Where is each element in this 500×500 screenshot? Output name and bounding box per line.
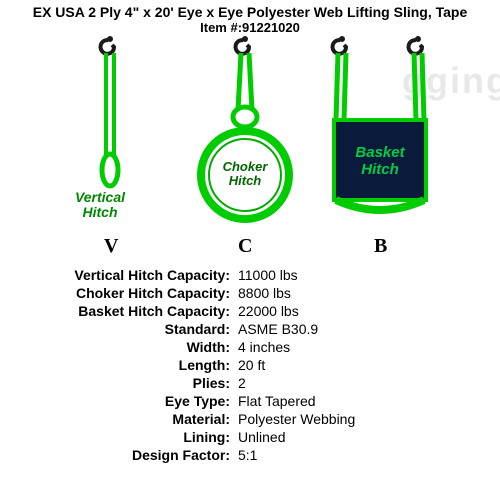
spec-label: Choker Hitch Capacity:	[20, 285, 238, 301]
letter-b: B	[374, 235, 387, 258]
product-spec-card: EX USA 2 Ply 4" x 20' Eye x Eye Polyeste…	[0, 0, 500, 500]
spec-label: Eye Type:	[20, 393, 238, 409]
spec-row: Design Factor:5:1	[20, 447, 500, 463]
spec-value: 8800 lbs	[238, 285, 291, 301]
spec-value: Flat Tapered	[238, 393, 316, 409]
spec-label: Material:	[20, 411, 238, 427]
spec-value: 20 ft	[238, 357, 265, 373]
spec-row: Choker Hitch Capacity:8800 lbs	[20, 285, 500, 301]
spec-label: Basket Hitch Capacity:	[20, 303, 238, 319]
spec-row: Length:20 ft	[20, 357, 500, 373]
choker-hitch-label: Choker Hitch	[210, 160, 280, 189]
spec-table: Vertical Hitch Capacity:11000 lbs Choker…	[0, 267, 500, 463]
item-number-row: Item #:91221020	[0, 20, 500, 35]
spec-row: Width:4 inches	[20, 339, 500, 355]
spec-row: Lining:Unlined	[20, 429, 500, 445]
spec-row: Vertical Hitch Capacity:11000 lbs	[20, 267, 500, 283]
vertical-hitch-diagram	[80, 35, 140, 195]
basket-hitch-label: Basket Hitch	[345, 145, 415, 178]
spec-row: Eye Type:Flat Tapered	[20, 393, 500, 409]
spec-label: Design Factor:	[20, 447, 238, 463]
spec-value: Polyester Webbing	[238, 411, 355, 427]
spec-label: Lining:	[20, 429, 238, 445]
spec-label: Standard:	[20, 321, 238, 337]
vertical-hitch-label: Vertical Hitch	[60, 190, 140, 221]
spec-value: 2	[238, 375, 246, 391]
product-title: EX USA 2 Ply 4" x 20' Eye x Eye Polyeste…	[0, 0, 500, 20]
letter-c: C	[238, 235, 252, 258]
basket-hitch-diagram	[320, 35, 440, 225]
item-number: 91221020	[242, 20, 300, 35]
choker-hitch-diagram	[190, 35, 300, 225]
spec-value: ASME B30.9	[238, 321, 318, 337]
spec-row: Material:Polyester Webbing	[20, 411, 500, 427]
spec-value: Unlined	[238, 429, 285, 445]
hitch-diagram-area: Vertical Hitch Choker Hitch	[0, 35, 500, 235]
spec-label: Width:	[20, 339, 238, 355]
letter-v: V	[104, 235, 118, 258]
spec-row: Plies:2	[20, 375, 500, 391]
spec-row: Standard:ASME B30.9	[20, 321, 500, 337]
spec-label: Vertical Hitch Capacity:	[20, 267, 238, 283]
letter-row: V C B	[0, 235, 500, 261]
spec-value: 22000 lbs	[238, 303, 299, 319]
spec-value: 5:1	[238, 447, 257, 463]
spec-label: Length:	[20, 357, 238, 373]
spec-row: Basket Hitch Capacity:22000 lbs	[20, 303, 500, 319]
spec-value: 4 inches	[238, 339, 290, 355]
item-label: Item #:	[200, 20, 242, 35]
spec-value: 11000 lbs	[238, 267, 298, 283]
spec-label: Plies:	[20, 375, 238, 391]
